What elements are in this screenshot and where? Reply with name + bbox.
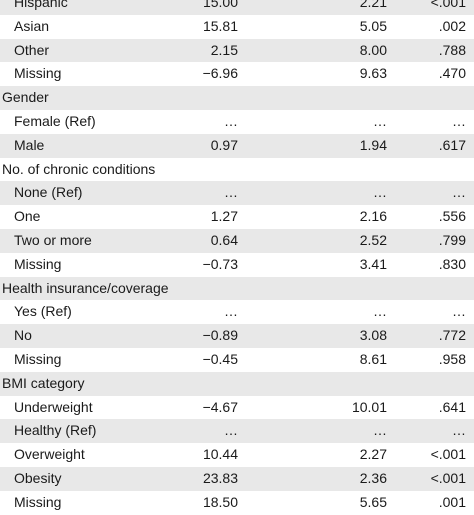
std-error-cell: 2.16	[359, 208, 387, 225]
p-value-cell: .830	[438, 255, 466, 272]
p-value-cell: <.001	[430, 0, 466, 10]
table-row: Male 0.97 1.94 .617	[0, 133, 474, 158]
row-label: Missing	[14, 350, 62, 367]
std-error-cell: 10.01	[351, 398, 387, 415]
p-value-cell: .617	[438, 136, 466, 153]
row-label: Asian	[14, 17, 50, 34]
coefficient-cell: 15.00	[202, 0, 238, 10]
std-error-cell: 3.08	[359, 327, 387, 344]
std-error-cell: 5.05	[359, 17, 387, 34]
table-row: Overweight 10.44 2.27 <.001	[0, 443, 474, 467]
group-label: No. of chronic conditions	[2, 160, 156, 177]
table-row: Hispanic 15.00 2.21 <.001	[0, 0, 474, 15]
group-label: Health insurance/coverage	[2, 279, 169, 296]
coefficient-cell: …	[224, 184, 238, 201]
row-label: Underweight	[14, 398, 93, 415]
group-label: BMI category	[2, 374, 85, 391]
p-value-cell: …	[452, 112, 466, 129]
table-row: Other 2.15 8.00 .788	[0, 38, 474, 63]
p-value-cell: <.001	[430, 469, 466, 486]
coefficient-cell: 1.27	[210, 208, 238, 225]
row-label: Male	[14, 136, 45, 153]
std-error-cell: 9.63	[359, 65, 387, 82]
p-value-cell: .958	[438, 350, 466, 367]
table-group-row: Health insurance/coverage	[0, 276, 474, 301]
table-row: Two or more 0.64 2.52 .799	[0, 228, 474, 253]
row-label: Female (Ref)	[14, 112, 96, 129]
p-value-cell: .002	[438, 17, 466, 34]
table-row: Missing −6.96 9.63 .470	[0, 62, 474, 86]
std-error-cell: 8.00	[359, 41, 387, 58]
coefficient-cell: −4.67	[202, 398, 238, 415]
std-error-cell: …	[373, 112, 387, 129]
table-row: One 1.27 2.16 .556	[0, 205, 474, 229]
std-error-cell: 2.52	[359, 231, 387, 248]
coefficient-cell: 0.97	[210, 136, 238, 153]
p-value-cell: .641	[438, 398, 466, 415]
p-value-cell: .001	[438, 493, 466, 510]
row-label: No	[14, 327, 32, 344]
std-error-cell: 5.65	[359, 493, 387, 510]
row-label: One	[14, 208, 41, 225]
coefficient-cell: …	[224, 422, 238, 439]
std-error-cell: 1.94	[359, 136, 387, 153]
group-label: Gender	[2, 89, 49, 106]
p-value-cell: .788	[438, 41, 466, 58]
table-group-row: No. of chronic conditions	[0, 158, 474, 182]
coefficient-cell: −6.96	[202, 65, 238, 82]
coefficient-cell: 0.64	[210, 231, 238, 248]
std-error-cell: 8.61	[359, 350, 387, 367]
coefficient-cell: 2.15	[210, 41, 238, 58]
table-row: Yes (Ref) … … …	[0, 300, 474, 324]
row-label: None (Ref)	[14, 184, 83, 201]
table-row: No −0.89 3.08 .772	[0, 324, 474, 348]
table-row: Missing 18.50 5.65 .001	[0, 491, 474, 515]
row-label: Obesity	[14, 469, 62, 486]
coefficient-cell: 10.44	[202, 446, 238, 463]
p-value-cell: .772	[438, 327, 466, 344]
std-error-cell: 2.36	[359, 469, 387, 486]
coefficient-cell: −0.73	[202, 255, 238, 272]
table-row: None (Ref) … … …	[0, 181, 474, 206]
table-row: Female (Ref) … … …	[0, 110, 474, 134]
std-error-cell: …	[373, 184, 387, 201]
coefficient-cell: …	[224, 303, 238, 320]
table-group-row: BMI category	[0, 371, 474, 396]
coefficient-cell: −0.45	[202, 350, 238, 367]
row-label: Healthy (Ref)	[14, 422, 97, 439]
table-row: Healthy (Ref) … … …	[0, 419, 474, 444]
row-label: Missing	[14, 65, 62, 82]
p-value-cell: .470	[438, 65, 466, 82]
table-row: Underweight −4.67 10.01 .641	[0, 396, 474, 420]
row-label: Other	[14, 41, 50, 58]
p-value-cell: …	[452, 422, 466, 439]
row-label: Overweight	[14, 446, 85, 463]
p-value-cell: .556	[438, 208, 466, 225]
row-label: Missing	[14, 255, 62, 272]
table-row: Asian 15.81 5.05 .002	[0, 15, 474, 39]
coefficient-cell: 23.83	[202, 469, 238, 486]
coefficient-cell: 18.50	[202, 493, 238, 510]
table-group-row: Gender	[0, 86, 474, 110]
std-error-cell: …	[373, 303, 387, 320]
table-row: Missing −0.73 3.41 .830	[0, 253, 474, 277]
p-value-cell: …	[452, 184, 466, 201]
std-error-cell: 3.41	[359, 255, 387, 272]
std-error-cell: 2.21	[359, 0, 387, 10]
p-value-cell: .799	[438, 231, 466, 248]
coefficient-cell: −0.89	[202, 327, 238, 344]
std-error-cell: …	[373, 422, 387, 439]
table-row: Obesity 23.83 2.36 <.001	[0, 466, 474, 491]
row-label: Missing	[14, 493, 62, 510]
row-label: Hispanic	[14, 0, 68, 10]
row-label: Yes (Ref)	[14, 303, 72, 320]
std-error-cell: 2.27	[359, 446, 387, 463]
row-label: Two or more	[14, 231, 92, 248]
coefficient-cell: 15.81	[202, 17, 238, 34]
table-row: Missing −0.45 8.61 .958	[0, 348, 474, 372]
coefficient-cell: …	[224, 112, 238, 129]
p-value-cell: <.001	[430, 446, 466, 463]
p-value-cell: …	[452, 303, 466, 320]
